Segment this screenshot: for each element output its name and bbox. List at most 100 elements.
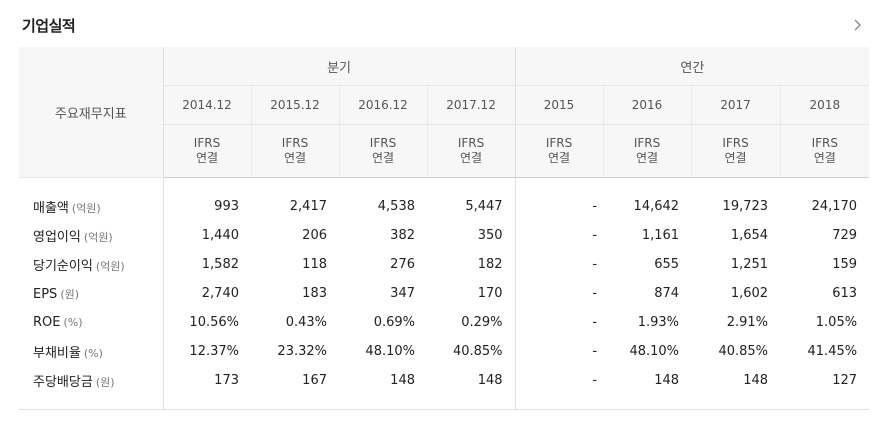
- column-basis: IFRS 연결: [251, 124, 340, 178]
- value-cell: 118: [302, 257, 327, 272]
- metric-unit: (%): [63, 316, 83, 329]
- value-cell: 2,417: [289, 199, 327, 214]
- value-cell: 1,251: [730, 257, 769, 272]
- value-cell: 993: [214, 199, 239, 214]
- value-cell: 159: [832, 257, 858, 272]
- metric-unit: (%): [83, 347, 103, 360]
- value-cell: 148: [390, 373, 415, 388]
- column-basis: IFRS 연결: [780, 124, 870, 178]
- metric-label-cell: ROE (%): [19, 308, 164, 337]
- metric-label: 주당배당금: [33, 375, 93, 390]
- value-cell: 0.43%: [285, 315, 327, 330]
- column-basis: IFRS 연결: [339, 124, 428, 178]
- table-row: 당기순이익 (억원) 1,582 118 276 182 - 655 1,251 159: [19, 250, 869, 279]
- metric-unit: (원): [95, 376, 115, 389]
- financial-table: 주요재무지표 분기 연간 2014.12 2015.12 2016.12 201…: [19, 47, 870, 410]
- value-cell: -: [592, 315, 598, 330]
- value-cell: 613: [832, 286, 858, 301]
- value-cell: 170: [427, 279, 516, 308]
- metric-unit: (억원): [95, 260, 125, 273]
- table-row: 부채비율 (%) 12.37% 23.32% 48.10% 40.85% - 48.10% 40…: [19, 337, 869, 366]
- value-cell: 5,447: [427, 192, 516, 221]
- table-row: 매출액 (억원) 993 2,417 4,538 5,447 - 14,642 19,723 24…: [19, 192, 869, 221]
- value-cell: 23.32%: [277, 344, 327, 359]
- column-period: 2016: [603, 85, 692, 125]
- value-cell: -: [592, 257, 598, 272]
- metric-unit: (억원): [71, 202, 101, 215]
- value-cell: -: [592, 199, 598, 214]
- value-cell: 19,723: [722, 199, 769, 214]
- value-cell: -: [592, 286, 598, 301]
- metric-label-cell: 당기순이익 (억원): [19, 250, 164, 279]
- value-cell: -: [592, 373, 598, 388]
- column-basis: IFRS 연결: [691, 124, 781, 178]
- value-cell: 1.05%: [815, 315, 858, 330]
- metric-label-cell: EPS (원): [19, 279, 164, 308]
- value-cell: 12.37%: [189, 344, 239, 359]
- value-cell: 41.45%: [807, 344, 858, 359]
- value-cell: 148: [743, 373, 769, 388]
- value-cell: 1,654: [730, 228, 769, 243]
- value-cell: 2,740: [201, 286, 239, 301]
- value-cell: 350: [427, 221, 516, 250]
- value-cell: 874: [654, 286, 680, 301]
- column-period: 2015.12: [251, 85, 340, 125]
- column-period: 2014.12: [163, 85, 252, 125]
- value-cell: 0.29%: [427, 308, 516, 337]
- metric-label-cell: 영업이익 (억원): [19, 221, 164, 250]
- column-period: 2017.12: [427, 85, 516, 125]
- section-title: 기업실적: [22, 17, 76, 35]
- value-cell: 14,642: [633, 199, 680, 214]
- value-cell: 40.85%: [718, 344, 769, 359]
- value-cell: -: [592, 228, 598, 243]
- value-cell: 729: [832, 228, 858, 243]
- value-cell: 347: [390, 286, 415, 301]
- value-cell: 206: [302, 228, 327, 243]
- value-cell: 24,170: [811, 199, 858, 214]
- table-row: 영업이익 (억원) 1,440 206 382 350 - 1,161 1,654 729: [19, 221, 869, 250]
- value-cell: 4,538: [377, 199, 415, 214]
- metric-unit: (원): [60, 287, 80, 301]
- column-basis: IFRS 연결: [163, 124, 252, 178]
- section-header: 기업실적: [20, 13, 868, 39]
- value-cell: 276: [390, 257, 415, 272]
- value-cell: 127: [832, 373, 858, 388]
- column-basis: IFRS 연결: [603, 124, 692, 178]
- value-cell: 40.85%: [427, 337, 516, 366]
- value-cell: 182: [427, 250, 516, 279]
- metric-label: ROE: [33, 315, 61, 330]
- metric-label-cell: 부채비율 (%): [19, 337, 164, 366]
- value-cell: 1,602: [730, 286, 769, 301]
- value-cell: 655: [654, 257, 680, 272]
- value-cell: 10.56%: [189, 315, 239, 330]
- value-cell: -: [592, 344, 598, 359]
- value-cell: 2.91%: [726, 315, 769, 330]
- value-cell: 48.10%: [629, 344, 680, 359]
- column-period: 2018: [780, 85, 870, 125]
- value-cell: 148: [654, 373, 680, 388]
- value-cell: 183: [302, 286, 327, 301]
- group-header-quarterly: 분기: [163, 47, 516, 86]
- column-basis: IFRS 연결: [427, 124, 516, 178]
- metric-label: 매출액: [33, 201, 69, 216]
- chevron-right-icon[interactable]: [850, 17, 866, 33]
- column-basis: IFRS 연결: [515, 124, 604, 178]
- value-cell: 48.10%: [365, 344, 415, 359]
- metric-label: 부채비율: [33, 346, 81, 361]
- value-cell: 1,582: [201, 257, 239, 272]
- table-row: EPS (원) 2,740 183 347 170 - 874 1,602 613: [19, 279, 869, 308]
- table-row: ROE (%) 10.56% 0.43% 0.69% 0.29% - 1.93% 2.91% 1.…: [19, 308, 869, 337]
- metric-label: 당기순이익: [33, 259, 93, 274]
- value-cell: 0.69%: [373, 315, 415, 330]
- metric-label-cell: 주당배당금 (원): [19, 366, 164, 395]
- row-header-cell: 주요재무지표: [19, 47, 164, 178]
- value-cell: 1.93%: [637, 315, 680, 330]
- value-cell: 1,161: [641, 228, 680, 243]
- column-period: 2016.12: [339, 85, 428, 125]
- metric-label: EPS: [33, 286, 58, 302]
- value-cell: 382: [390, 228, 415, 243]
- table-row: 주당배당금 (원) 173 167 148 148 - 148 148 127: [19, 366, 869, 395]
- column-period: 2017: [691, 85, 781, 125]
- value-cell: 167: [302, 373, 327, 388]
- group-header-annual: 연간: [515, 47, 870, 86]
